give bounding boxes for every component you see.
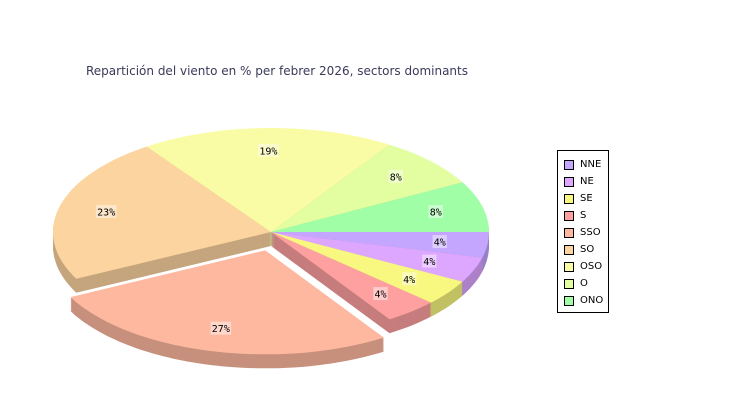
legend-swatch (564, 159, 574, 170)
slice-label-nne: 4% (434, 238, 446, 249)
legend-swatch (564, 278, 574, 289)
slice-o (271, 144, 463, 232)
legend-swatch (564, 227, 574, 238)
legend-item-nne: NNE (558, 156, 608, 173)
slice-label-ono: 8% (430, 208, 442, 219)
legend-label: ONO (580, 295, 604, 306)
legend-label: SSO (580, 227, 601, 238)
legend-label: SE (580, 193, 593, 204)
legend-swatch (564, 210, 574, 221)
slice-label-bg (210, 321, 232, 335)
slice-label-bg (428, 205, 444, 219)
slice-se (271, 232, 463, 303)
slice-label-bg (95, 205, 117, 219)
legend-swatch (564, 295, 574, 306)
legend-item-oso: OSO (558, 258, 608, 275)
slice-label-o: 8% (390, 172, 402, 183)
slice-ono (271, 182, 489, 232)
slice-label-ne: 4% (423, 257, 435, 268)
legend-item-o: O (558, 275, 608, 292)
slice-label-se: 4% (403, 275, 415, 286)
legend-swatch (564, 176, 574, 187)
slice-so (53, 146, 271, 279)
legend-item-ono: ONO (558, 292, 608, 309)
slice-sso (70, 250, 384, 355)
slice-label-so: 23% (97, 208, 115, 219)
slice-label-bg (388, 169, 404, 183)
legend-item-s: S (558, 207, 608, 224)
slice-s (271, 232, 431, 320)
slice-label-oso: 19% (259, 146, 277, 157)
slice-label-bg (258, 143, 279, 157)
legend-label: NE (580, 176, 594, 187)
legend: NNE NE SE S SSO SO OSO O ONO (557, 150, 609, 313)
slice-label-bg (401, 272, 417, 286)
slice-label-bg (422, 254, 437, 268)
slice-label-bg (373, 287, 388, 301)
legend-item-se: SE (558, 190, 608, 207)
legend-label: NNE (580, 159, 602, 170)
slice-ne (271, 232, 483, 282)
legend-item-sso: SSO (558, 224, 608, 241)
slice-nne (271, 232, 489, 258)
legend-label: O (580, 278, 588, 289)
legend-swatch (564, 244, 574, 255)
slice-label-s: 4% (375, 290, 387, 301)
legend-item-ne: NE (558, 173, 608, 190)
legend-label: S (580, 210, 587, 221)
legend-swatch (564, 261, 574, 272)
chart-title: Repartición del viento en % per febrer 2… (86, 64, 468, 78)
legend-item-so: SO (558, 241, 608, 258)
legend-label: SO (580, 244, 595, 255)
legend-swatch (564, 193, 574, 204)
slice-label-sso: 27% (212, 324, 230, 335)
slice-label-bg (432, 235, 447, 249)
legend-label: OSO (580, 261, 603, 272)
slice-oso (146, 128, 390, 232)
